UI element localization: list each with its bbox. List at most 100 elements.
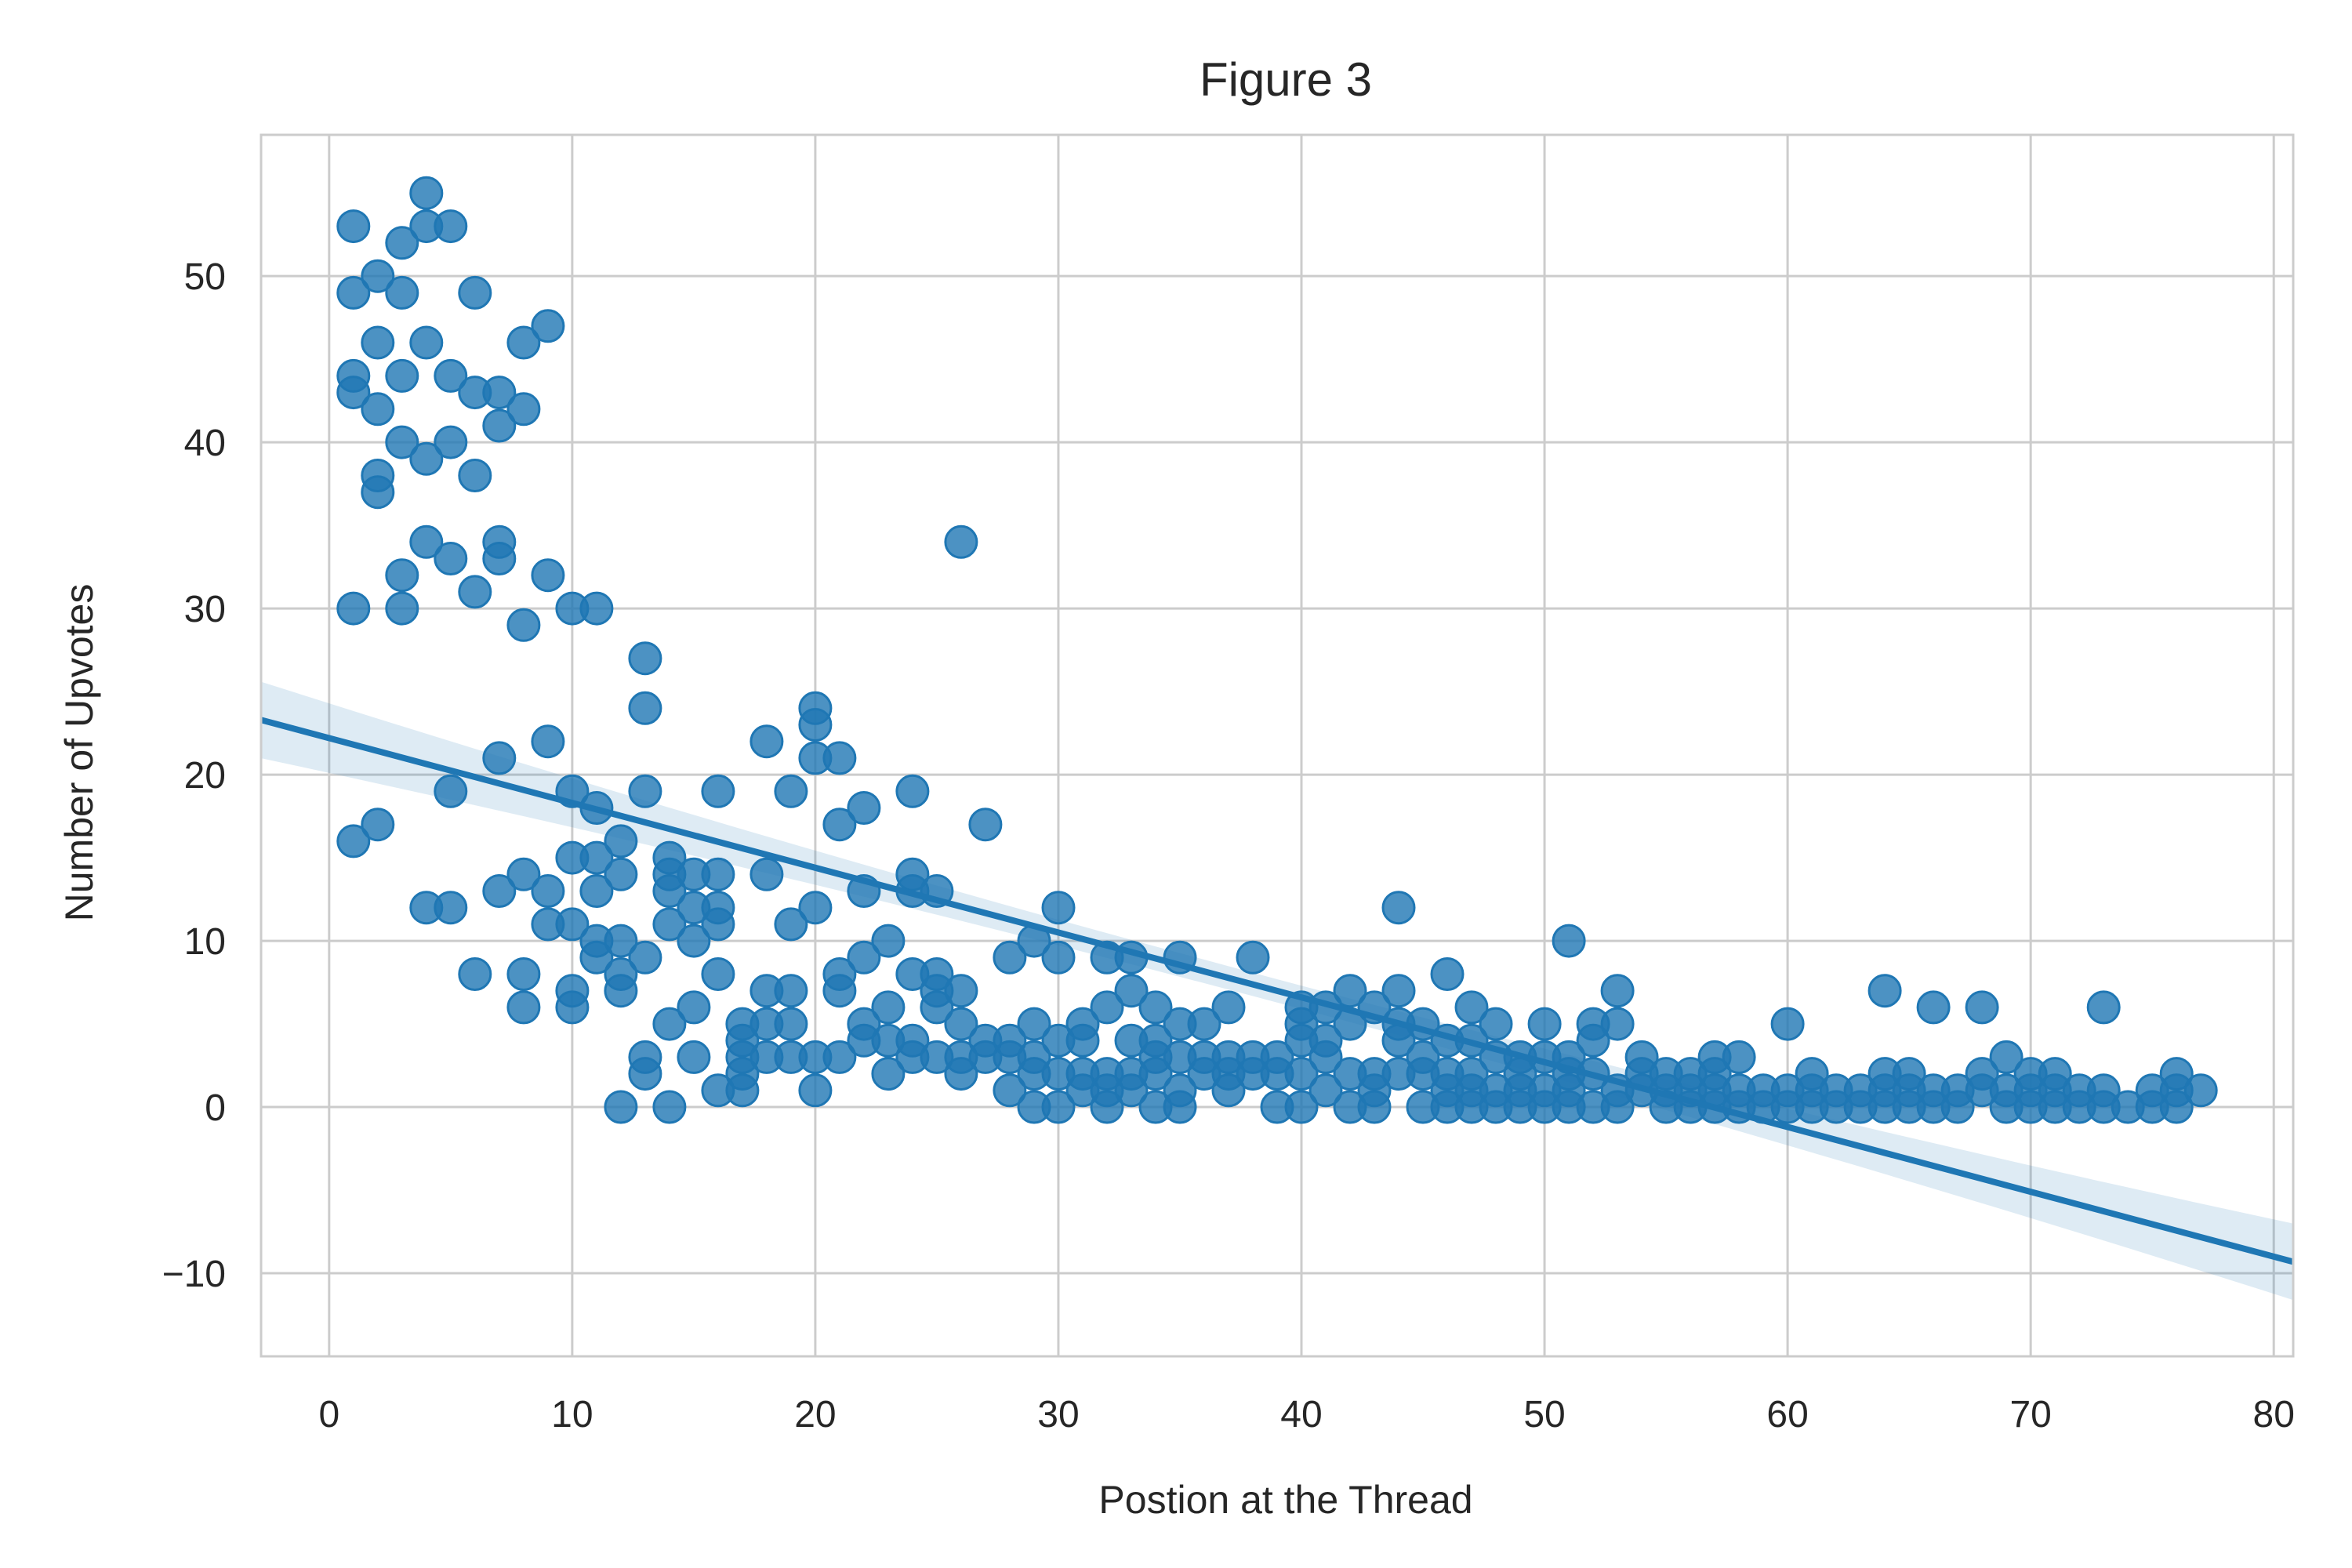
y-tick-label: 30 [184, 589, 226, 630]
data-point [1236, 940, 1270, 975]
data-point [1308, 1040, 1343, 1074]
x-tick-label: 50 [1523, 1394, 1565, 1436]
data-point [361, 259, 395, 293]
data-point [920, 990, 954, 1025]
data-point [531, 309, 565, 343]
data-point [1454, 990, 1489, 1025]
data-point [798, 708, 833, 742]
y-tick-label: 50 [184, 256, 226, 298]
data-point [1430, 957, 1465, 991]
data-point [361, 392, 395, 426]
data-point [482, 874, 517, 908]
regression-line [260, 717, 2295, 1265]
data-point [385, 358, 419, 393]
data-point [1552, 924, 1586, 958]
data-point [1576, 1023, 1610, 1058]
data-point [993, 1073, 1027, 1108]
data-point [652, 1007, 687, 1041]
y-axis-label: Number of Upvotes [57, 584, 101, 922]
x-tick-label: 20 [794, 1394, 836, 1436]
data-point [701, 774, 735, 808]
data-point [871, 990, 906, 1025]
data-point [944, 1007, 978, 1041]
data-point [1114, 974, 1149, 1008]
data-point [2159, 1090, 2194, 1124]
data-point [628, 1057, 662, 1091]
data-point [604, 1090, 638, 1124]
data-point [677, 990, 711, 1025]
data-point [579, 874, 614, 908]
data-point [847, 940, 881, 975]
x-tick-label: 60 [1766, 1394, 1808, 1436]
data-point [1090, 1090, 1124, 1124]
data-point [482, 741, 517, 775]
data-point [1916, 990, 1951, 1025]
data-point [1527, 1007, 1562, 1041]
data-point [628, 940, 662, 975]
x-tick-label: 70 [2009, 1394, 2051, 1436]
data-point [1770, 1007, 1805, 1041]
data-point [798, 891, 833, 925]
data-point [434, 425, 468, 459]
data-point [336, 376, 371, 410]
data-point [506, 857, 541, 891]
data-point [506, 957, 541, 991]
data-point [774, 907, 808, 942]
chart-title: Figure 3 [1200, 53, 1372, 106]
data-point [1867, 974, 1902, 1008]
data-point [774, 974, 808, 1008]
data-point [458, 957, 492, 991]
data-point [385, 591, 419, 626]
data-point [385, 226, 419, 260]
y-tick-label: 40 [184, 423, 226, 464]
data-point [750, 724, 784, 759]
plot-frame [260, 133, 2295, 1358]
data-point [1114, 1073, 1149, 1108]
data-point [798, 1073, 833, 1108]
data-point [1163, 1090, 1197, 1124]
data-point [1722, 1040, 1756, 1074]
data-point [701, 957, 735, 991]
data-point [604, 974, 638, 1008]
x-tick-labels: 0 10 20 30 40 50 60 70 80 [318, 1394, 2294, 1436]
data-point [1940, 1090, 1975, 1124]
data-point [822, 741, 857, 775]
data-point [822, 808, 857, 842]
data-point [944, 524, 978, 559]
data-point [506, 990, 541, 1025]
data-point [531, 724, 565, 759]
data-point [336, 275, 371, 310]
data-point [385, 425, 419, 459]
data-point [1308, 1073, 1343, 1108]
data-point [336, 209, 371, 244]
data-point [847, 791, 881, 825]
data-point [336, 591, 371, 626]
data-point [434, 774, 468, 808]
data-point [652, 907, 687, 942]
data-point [604, 924, 638, 958]
data-point [458, 575, 492, 609]
data-point [1211, 1073, 1246, 1108]
data-point [1600, 974, 1635, 1008]
data-point [361, 475, 395, 510]
data-point [628, 641, 662, 676]
data-point [336, 824, 371, 858]
data-point [993, 940, 1027, 975]
data-point [555, 990, 590, 1025]
data-point [944, 1057, 978, 1091]
data-point [361, 325, 395, 360]
data-point [628, 774, 662, 808]
data-point [628, 691, 662, 725]
data-point [2086, 990, 2121, 1025]
data-point [434, 542, 468, 575]
data-point [506, 608, 541, 642]
data-point [1357, 1090, 1392, 1124]
data-point [482, 376, 517, 410]
data-point [604, 857, 638, 891]
data-point [579, 840, 614, 875]
data-point [2183, 1073, 2218, 1108]
data-point [1090, 990, 1124, 1025]
data-point [1284, 1090, 1319, 1124]
data-point [750, 857, 784, 891]
